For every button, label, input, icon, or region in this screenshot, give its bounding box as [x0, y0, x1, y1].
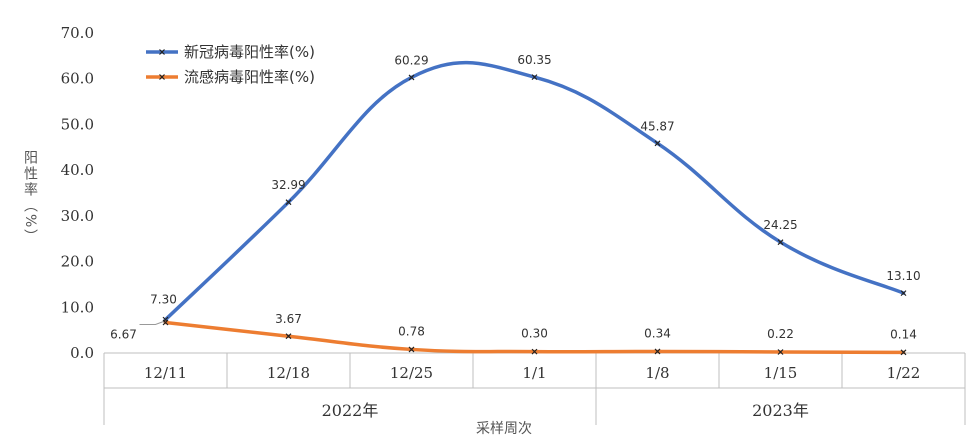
data-label: 6.67 — [110, 328, 137, 342]
marker-stroke — [159, 74, 165, 80]
data-point-marker — [531, 74, 538, 81]
data-point-marker — [408, 346, 415, 353]
data-label: 60.35 — [517, 53, 551, 67]
marker-stroke — [159, 49, 165, 55]
y-tick-label: 0.0 — [70, 344, 94, 362]
data-label: 13.10 — [886, 269, 920, 283]
y-tick-label: 10.0 — [61, 298, 94, 316]
legend-label-1: 流感病毒阳性率(%) — [184, 68, 315, 86]
data-label: 0.30 — [521, 327, 548, 341]
marker-stroke — [900, 349, 907, 356]
marker-stroke — [285, 199, 292, 206]
data-point-marker — [531, 348, 538, 355]
marker-stroke — [654, 140, 661, 147]
x-axis-title: 采样周次 — [476, 421, 532, 436]
x-group-label: 2023年 — [752, 401, 809, 420]
y-tick-label: 30.0 — [61, 207, 94, 225]
y-axis-title: 阳性率（%） — [22, 150, 38, 245]
y-tick-label: 60.0 — [61, 70, 94, 88]
data-point-marker — [900, 349, 907, 356]
legend-label-0: 新冠病毒阳性率(%) — [184, 43, 315, 61]
x-tick-label: 12/11 — [144, 364, 187, 382]
data-point-marker — [654, 348, 661, 355]
y-tick-label: 40.0 — [61, 161, 94, 179]
data-label: 24.25 — [763, 218, 797, 232]
x-tick-label: 1/22 — [887, 364, 921, 382]
data-point-marker — [777, 239, 784, 246]
data-point-marker — [900, 290, 907, 297]
data-label: 0.34 — [644, 326, 671, 340]
series-layer — [162, 60, 907, 356]
axes-layer: 0.0 10.0 20.0 30.0 40.0 50.0 60.0 70.0 阳性率（%） 12/… — [22, 24, 966, 436]
data-point-marker — [162, 319, 169, 326]
legend-marker — [159, 49, 165, 55]
legend: 新冠病毒阳性率(%) 流感病毒阳性率(%) — [146, 43, 315, 86]
x-tick-label: 12/18 — [267, 364, 310, 382]
x-group-label: 2022年 — [322, 401, 379, 420]
marker-stroke — [285, 333, 292, 340]
marker-stroke — [408, 74, 415, 81]
data-point-marker — [285, 333, 292, 340]
data-point-marker — [777, 349, 784, 355]
data-label: 7.30 — [150, 293, 177, 307]
data-label: 0.14 — [890, 327, 917, 341]
y-tick-label: 20.0 — [61, 253, 94, 271]
x-tick-label: 1/15 — [764, 364, 798, 382]
marker-stroke — [531, 348, 538, 355]
data-label: 3.67 — [275, 312, 302, 326]
legend-marker — [159, 74, 165, 80]
x-tick-label: 1/1 — [522, 364, 546, 382]
marker-stroke — [531, 74, 538, 81]
data-point-marker — [285, 199, 292, 206]
labels-layer: 7.30 32.99 60.29 60.35 45.87 24.25 13.10 6.67 3.… — [110, 53, 921, 341]
y-tick-label: 50.0 — [61, 115, 94, 133]
data-label: 60.29 — [394, 53, 428, 67]
marker-stroke — [777, 239, 784, 246]
data-point-marker — [654, 140, 661, 147]
data-label: 32.99 — [271, 178, 305, 192]
marker-stroke — [777, 349, 784, 355]
x-tick-label: 12/25 — [390, 364, 433, 382]
data-label: 45.87 — [640, 119, 674, 133]
marker-stroke — [162, 319, 169, 326]
data-point-marker — [408, 74, 415, 81]
label-leader-line — [139, 321, 164, 326]
data-label: 0.78 — [398, 324, 425, 338]
marker-stroke — [900, 290, 907, 297]
data-label: 0.22 — [767, 327, 794, 341]
x-tick-label: 1/8 — [645, 364, 669, 382]
marker-stroke — [408, 346, 415, 353]
y-tick-label: 70.0 — [61, 24, 94, 42]
marker-stroke — [654, 348, 661, 355]
